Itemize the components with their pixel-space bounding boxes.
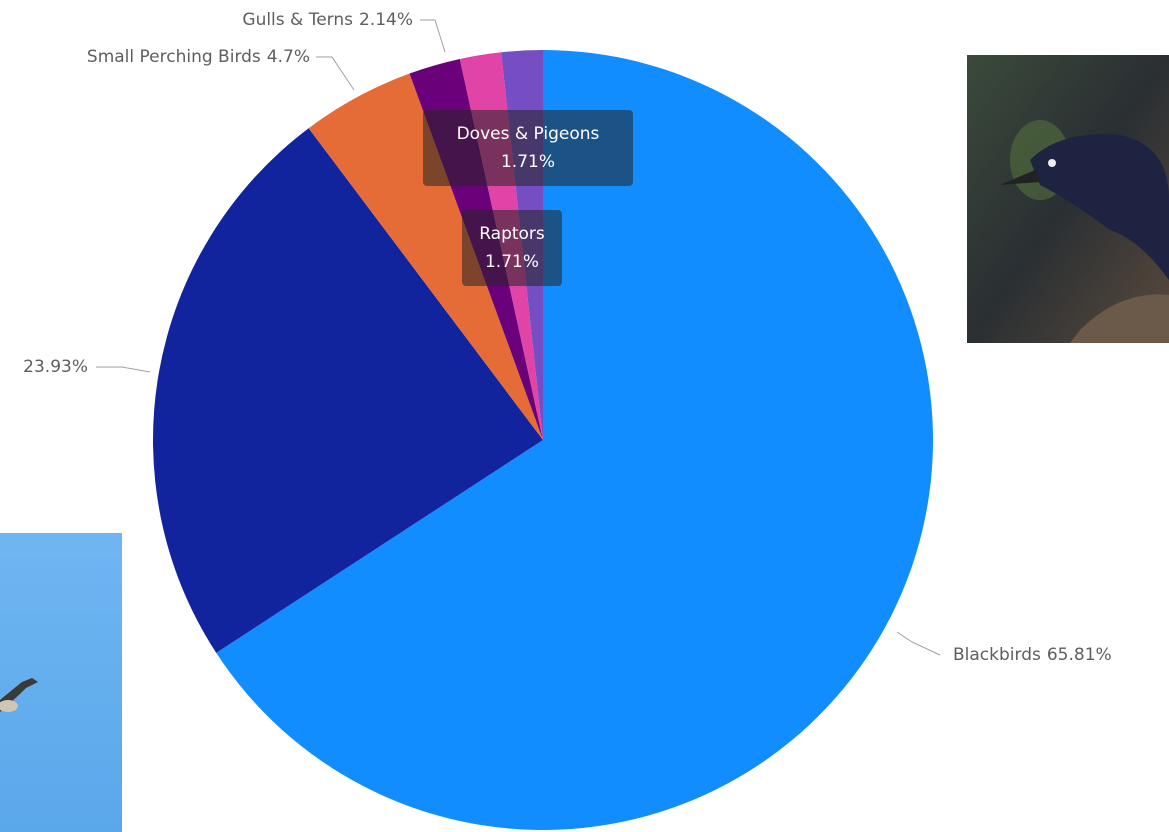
photo-grackle bbox=[967, 55, 1169, 343]
labels: Blackbirds 65.81% 23.93% Small Perching Bir… bbox=[23, 10, 1112, 665]
callout-box bbox=[462, 210, 562, 286]
category-label: Doves & Pigeons bbox=[457, 124, 600, 144]
value-label: 65.81% bbox=[1047, 645, 1112, 665]
value-label: 2.14% bbox=[359, 10, 413, 30]
value-label: 4.7% bbox=[267, 47, 310, 67]
category-label: Raptors bbox=[479, 224, 545, 244]
slice bbox=[308, 73, 543, 441]
callout: Raptors 1.71% bbox=[462, 210, 562, 286]
value-label: 1.71% bbox=[501, 152, 555, 172]
category-label: Blackbirds bbox=[953, 645, 1041, 665]
slice bbox=[152, 128, 543, 653]
category-label: Gulls & Terns bbox=[242, 10, 353, 30]
category-label: Small Perching Birds bbox=[87, 47, 261, 67]
data-label: Blackbirds 65.81% bbox=[953, 645, 1112, 665]
leader-line bbox=[316, 56, 355, 91]
slice bbox=[216, 50, 933, 831]
data-label: 23.93% bbox=[23, 357, 88, 377]
callout: Doves & Pigeons 1.71% bbox=[423, 110, 633, 186]
value-label: 1.71% bbox=[485, 252, 539, 272]
callout-box bbox=[423, 110, 633, 186]
data-label: Small Perching Birds 4.7% bbox=[87, 47, 310, 67]
leader-line bbox=[420, 19, 446, 53]
leader-line bbox=[96, 366, 151, 373]
data-label: Gulls & Terns 2.14% bbox=[242, 10, 413, 30]
leader-line bbox=[896, 631, 941, 656]
photo-goose bbox=[0, 533, 122, 832]
value-label: 23.93% bbox=[23, 357, 88, 377]
